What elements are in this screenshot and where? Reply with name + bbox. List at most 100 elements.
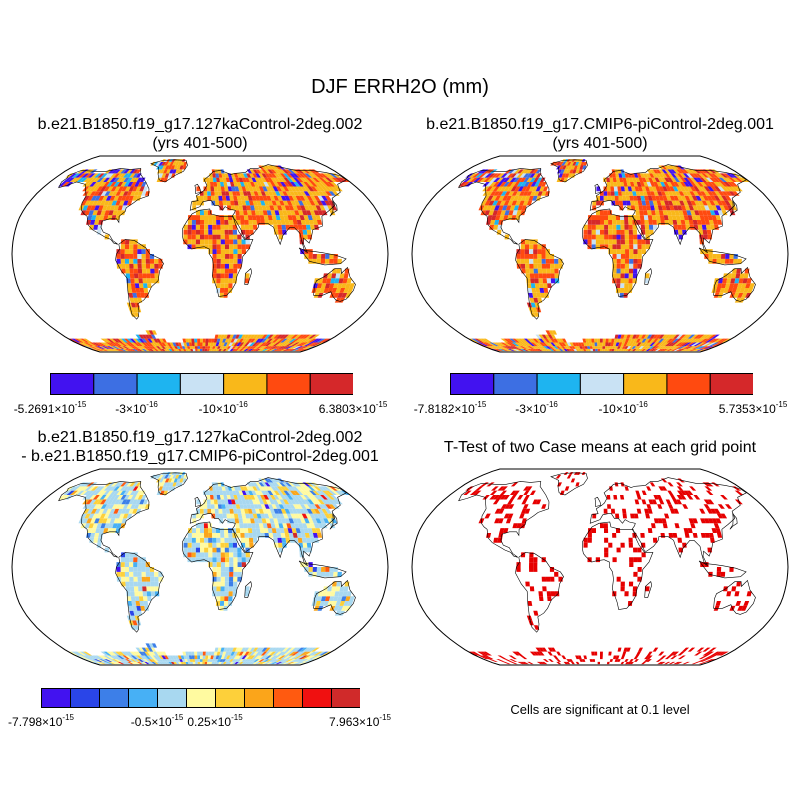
map-cell [316, 486, 325, 491]
map-cell [240, 182, 245, 187]
map-cell [564, 342, 569, 347]
map-cell [499, 490, 507, 495]
coastline [194, 183, 202, 194]
map-cell [227, 601, 233, 606]
map-cell [296, 504, 303, 509]
map-cell [604, 348, 608, 352]
map-cell [500, 504, 508, 509]
map-cell [212, 220, 217, 225]
map-cell [695, 215, 701, 220]
map-cell [743, 601, 750, 606]
map-cell [134, 661, 141, 665]
map-cell [633, 234, 638, 240]
map-cell [616, 338, 621, 343]
map-cell [579, 659, 583, 662]
map-cell [316, 567, 322, 572]
map-cell [169, 161, 174, 166]
map-cell [91, 173, 99, 178]
map-cell [704, 486, 713, 491]
map-cell [628, 581, 634, 587]
map-cell [252, 533, 257, 538]
map-cell [302, 338, 312, 343]
map-cell [500, 486, 508, 491]
map-cell [620, 342, 625, 347]
map-cell [96, 186, 104, 192]
map-cell [608, 239, 613, 245]
map-cell [482, 651, 492, 656]
map-cell [635, 334, 640, 339]
map-cell [305, 651, 315, 656]
map-cell [240, 220, 245, 225]
map-cell [494, 518, 500, 524]
map-cell [111, 655, 120, 660]
map-cell [129, 562, 134, 567]
map-cell [200, 552, 205, 558]
map-cell [144, 661, 150, 665]
map-cell [247, 210, 252, 216]
map-cell [166, 161, 172, 166]
map-cell [624, 278, 629, 284]
map-cell [214, 195, 219, 201]
map-cell [686, 495, 694, 500]
map-cell [320, 200, 328, 206]
map-cell [525, 273, 531, 279]
panel3-title: b.e21.B1850.f19_g17.127kaControl-2deg.00… [0, 428, 400, 466]
map-cell [235, 334, 240, 339]
map-cell [630, 182, 635, 187]
map-cell [632, 177, 637, 182]
map-cell [310, 508, 317, 514]
map-cell [719, 288, 725, 293]
map-cell [638, 647, 643, 652]
map-cell [315, 215, 321, 220]
map-cell [706, 195, 713, 201]
map-cell [521, 499, 528, 505]
map-cell [517, 182, 524, 187]
map-cell [143, 601, 149, 606]
map-cell [603, 195, 608, 201]
map-cell [122, 348, 129, 352]
map-cell [141, 258, 146, 264]
map-cell [211, 338, 215, 343]
map-cell [208, 234, 213, 240]
map-cell [701, 200, 708, 206]
map-cell [675, 346, 684, 349]
map-cell [251, 342, 259, 347]
map-cell [252, 537, 258, 543]
map-cell [719, 173, 729, 178]
map-cell [672, 342, 681, 347]
map-cell [156, 338, 162, 343]
map-cell [538, 596, 544, 601]
map-cell [535, 651, 542, 656]
map-cell [144, 338, 151, 343]
map-cell [277, 490, 284, 495]
map-cell [315, 518, 322, 524]
map-cell [139, 661, 145, 665]
map-cell [136, 605, 142, 611]
map-cell [218, 348, 222, 352]
map-cell [323, 182, 332, 187]
map-cell [335, 288, 342, 293]
map-cell [704, 254, 709, 259]
map-cell [109, 346, 118, 349]
map-cell [315, 205, 322, 211]
panel2-title: b.e21.B1850.f19_g17.CMIP6-piControl-2deg… [400, 115, 800, 153]
map-cell [200, 655, 203, 660]
map-cell [218, 508, 223, 514]
map-cell [499, 177, 507, 182]
map-cell [238, 348, 244, 352]
map-cell [100, 186, 107, 192]
map-cell [111, 191, 118, 196]
map-cell [551, 330, 557, 335]
map-cell [338, 591, 344, 597]
map-cell [313, 486, 322, 491]
map-cell [274, 210, 280, 216]
map-cell [150, 273, 155, 279]
map-cell [231, 659, 237, 662]
map-cell [327, 288, 334, 293]
map-cell [289, 177, 297, 182]
map-cell [146, 273, 151, 279]
map-cell [232, 273, 238, 279]
map-cell [648, 499, 654, 505]
map-cell [265, 659, 273, 662]
map-cell [276, 486, 284, 491]
